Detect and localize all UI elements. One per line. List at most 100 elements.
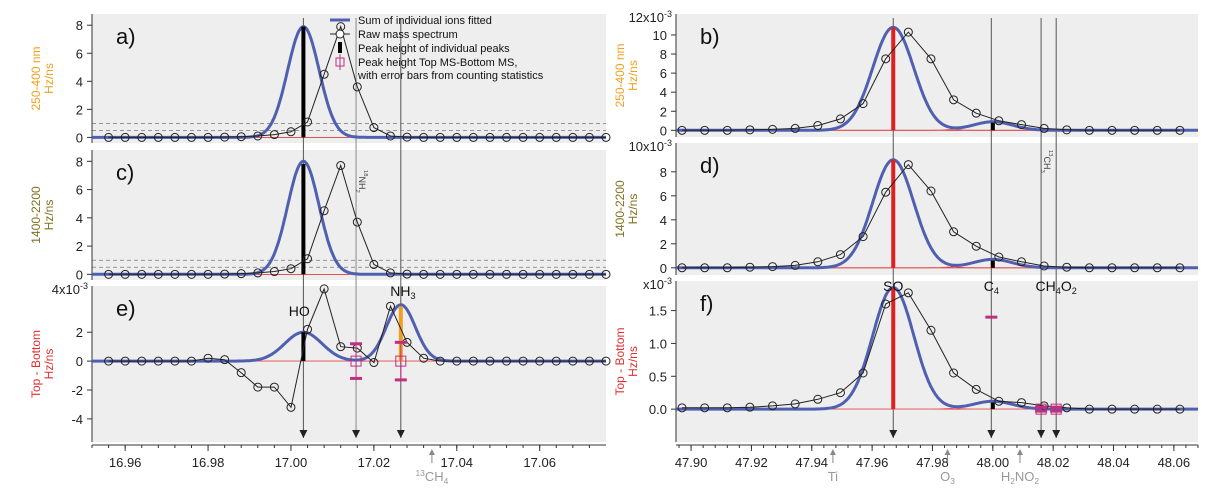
left-raw-spectrum-point bbox=[286, 127, 296, 137]
left-raw-spectrum-point bbox=[435, 132, 445, 142]
left-raw-spectrum-point bbox=[120, 132, 130, 142]
left-raw-spectrum-point bbox=[584, 356, 594, 366]
right-raw-spectrum-point bbox=[926, 325, 936, 335]
right-raw-spectrum-point bbox=[813, 394, 823, 404]
left-raw-spectrum-point bbox=[137, 269, 147, 279]
left-raw-spectrum-point bbox=[352, 82, 362, 92]
left-y-tick-label: 0 bbox=[76, 354, 83, 369]
right-y-tick-label: 6 bbox=[660, 66, 667, 81]
right-raw-spectrum-point bbox=[881, 187, 891, 197]
right-panel-id: f) bbox=[700, 291, 713, 316]
left-raw-spectrum-point bbox=[120, 356, 130, 366]
left-raw-spectrum-point bbox=[203, 353, 213, 363]
legend-bar-swatch bbox=[338, 42, 342, 53]
left-raw-spectrum-point bbox=[485, 356, 495, 366]
right-raw-spectrum-point bbox=[1152, 404, 1162, 414]
left-raw-spectrum-point bbox=[535, 269, 545, 279]
left-raw-spectrum-point bbox=[153, 132, 163, 142]
left-raw-spectrum-point bbox=[468, 269, 478, 279]
left-raw-spectrum-point bbox=[336, 161, 346, 171]
left-x-tick-label: 16.98 bbox=[192, 455, 225, 470]
right-raw-spectrum-point bbox=[677, 125, 687, 135]
left-y-tick-label: 2 bbox=[76, 325, 83, 340]
right-raw-spectrum-point bbox=[971, 241, 981, 251]
right-raw-spectrum-point bbox=[949, 95, 959, 105]
legend-item-label: Raw mass spectrum bbox=[358, 29, 458, 41]
right-y-tick-label: 4 bbox=[660, 85, 667, 100]
right-raw-spectrum-point bbox=[677, 403, 687, 413]
left-raw-spectrum-point bbox=[269, 130, 279, 140]
right-y-exponent-label: 12x10-3 bbox=[629, 9, 672, 25]
left-raw-spectrum-point bbox=[319, 284, 329, 294]
left-y-label-bottom: Hz/ns bbox=[42, 200, 56, 231]
left-panel-bg bbox=[92, 286, 606, 442]
left-y-tick-label: 0 bbox=[76, 130, 83, 145]
right-raw-spectrum-point bbox=[1107, 125, 1117, 135]
right-y-tick-label: 2 bbox=[660, 104, 667, 119]
right-raw-spectrum-point bbox=[1084, 404, 1094, 414]
left-raw-spectrum-point bbox=[303, 324, 313, 334]
right-x-label-arrow bbox=[944, 449, 951, 455]
right-raw-spectrum-point bbox=[1152, 125, 1162, 135]
legend-item-label: Sum of individual ions fitted bbox=[358, 15, 492, 27]
legend: Sum of individual ions fitted Raw mass sp… bbox=[330, 15, 544, 82]
right-y-tick-label: 0.5 bbox=[649, 369, 667, 384]
left-raw-spectrum-point bbox=[369, 358, 379, 368]
left-x-tick-label: 16.96 bbox=[109, 455, 142, 470]
right-marker-arrow bbox=[1037, 430, 1046, 438]
left-y-tick-label: -4 bbox=[71, 412, 83, 427]
right-raw-spectrum-point bbox=[1016, 120, 1026, 130]
right-raw-spectrum-point bbox=[835, 250, 845, 260]
right-panel-bg bbox=[676, 14, 1198, 137]
left-x-tick-label: 17.06 bbox=[523, 455, 556, 470]
left-raw-spectrum-point bbox=[137, 132, 147, 142]
left-raw-spectrum-point bbox=[452, 356, 462, 366]
left-panel-a: 0 2 4 6 8 250-400 nm Hz/ns a) bbox=[29, 14, 611, 145]
left-raw-spectrum-point bbox=[303, 254, 313, 264]
right-y-tick-label: 1.5 bbox=[649, 304, 667, 319]
right-panel-id: b) bbox=[700, 24, 720, 49]
left-raw-spectrum-line bbox=[108, 24, 606, 138]
left-raw-spectrum-point bbox=[220, 269, 230, 279]
left-raw-spectrum-point bbox=[203, 132, 213, 142]
right-y-label-bottom: Hz/ns bbox=[626, 60, 640, 91]
left-y-tick-label: 4 bbox=[76, 211, 83, 226]
left-x-tick-label: 17.00 bbox=[275, 455, 308, 470]
right-raw-spectrum-point bbox=[1039, 261, 1049, 271]
right-y-exponent-label: 10x10-3 bbox=[629, 138, 672, 154]
right-x-tick-label: 47.90 bbox=[675, 455, 708, 470]
left-raw-spectrum-point bbox=[452, 132, 462, 142]
right-raw-spectrum-point bbox=[881, 54, 891, 64]
right-raw-spectrum-point bbox=[1084, 263, 1094, 273]
left-raw-spectrum-point bbox=[535, 356, 545, 366]
left-raw-spectrum-point bbox=[385, 131, 395, 141]
left-y-tick-label: 6 bbox=[76, 46, 83, 61]
left-raw-spectrum-point bbox=[120, 269, 130, 279]
left-marker-arrow bbox=[299, 430, 308, 438]
left-raw-spectrum-point bbox=[236, 132, 246, 142]
left-raw-spectrum-point bbox=[468, 132, 478, 142]
right-raw-spectrum-point bbox=[994, 252, 1004, 262]
right-raw-spectrum-point bbox=[926, 186, 936, 196]
left-raw-spectrum-point bbox=[452, 269, 462, 279]
legend-item-label: Peak height of individual peaks bbox=[358, 43, 510, 55]
right-x-tick-label: 47.98 bbox=[916, 455, 949, 470]
left-raw-spectrum-point bbox=[286, 264, 296, 274]
right-raw-spectrum-point bbox=[768, 124, 778, 134]
left-raw-spectrum-point bbox=[170, 356, 180, 366]
right-raw-spectrum-point bbox=[1175, 263, 1185, 273]
left-raw-spectrum-point bbox=[601, 132, 611, 142]
left-y-exponent-label: 4x10-3 bbox=[52, 281, 88, 297]
right-panel-b: 0 2 4 6 8 10 12x10-3 250-400 nm Hz/ns b) bbox=[613, 9, 1198, 138]
right-y-tick-label: 10 bbox=[653, 28, 667, 43]
left-y-label-bottom: Hz/ns bbox=[42, 349, 56, 380]
left-raw-spectrum-line bbox=[108, 287, 606, 409]
left-raw-spectrum-point bbox=[402, 269, 412, 279]
right-raw-spectrum-point bbox=[1107, 263, 1117, 273]
right-x-label-arrow bbox=[829, 449, 836, 455]
left-y-tick-label: 4 bbox=[76, 74, 83, 89]
left-x-formula-label: 13CH4 bbox=[415, 468, 448, 486]
left-y-label-top: Top - Bottom bbox=[29, 330, 43, 398]
right-marker-label: 13CH3 bbox=[1039, 150, 1053, 173]
